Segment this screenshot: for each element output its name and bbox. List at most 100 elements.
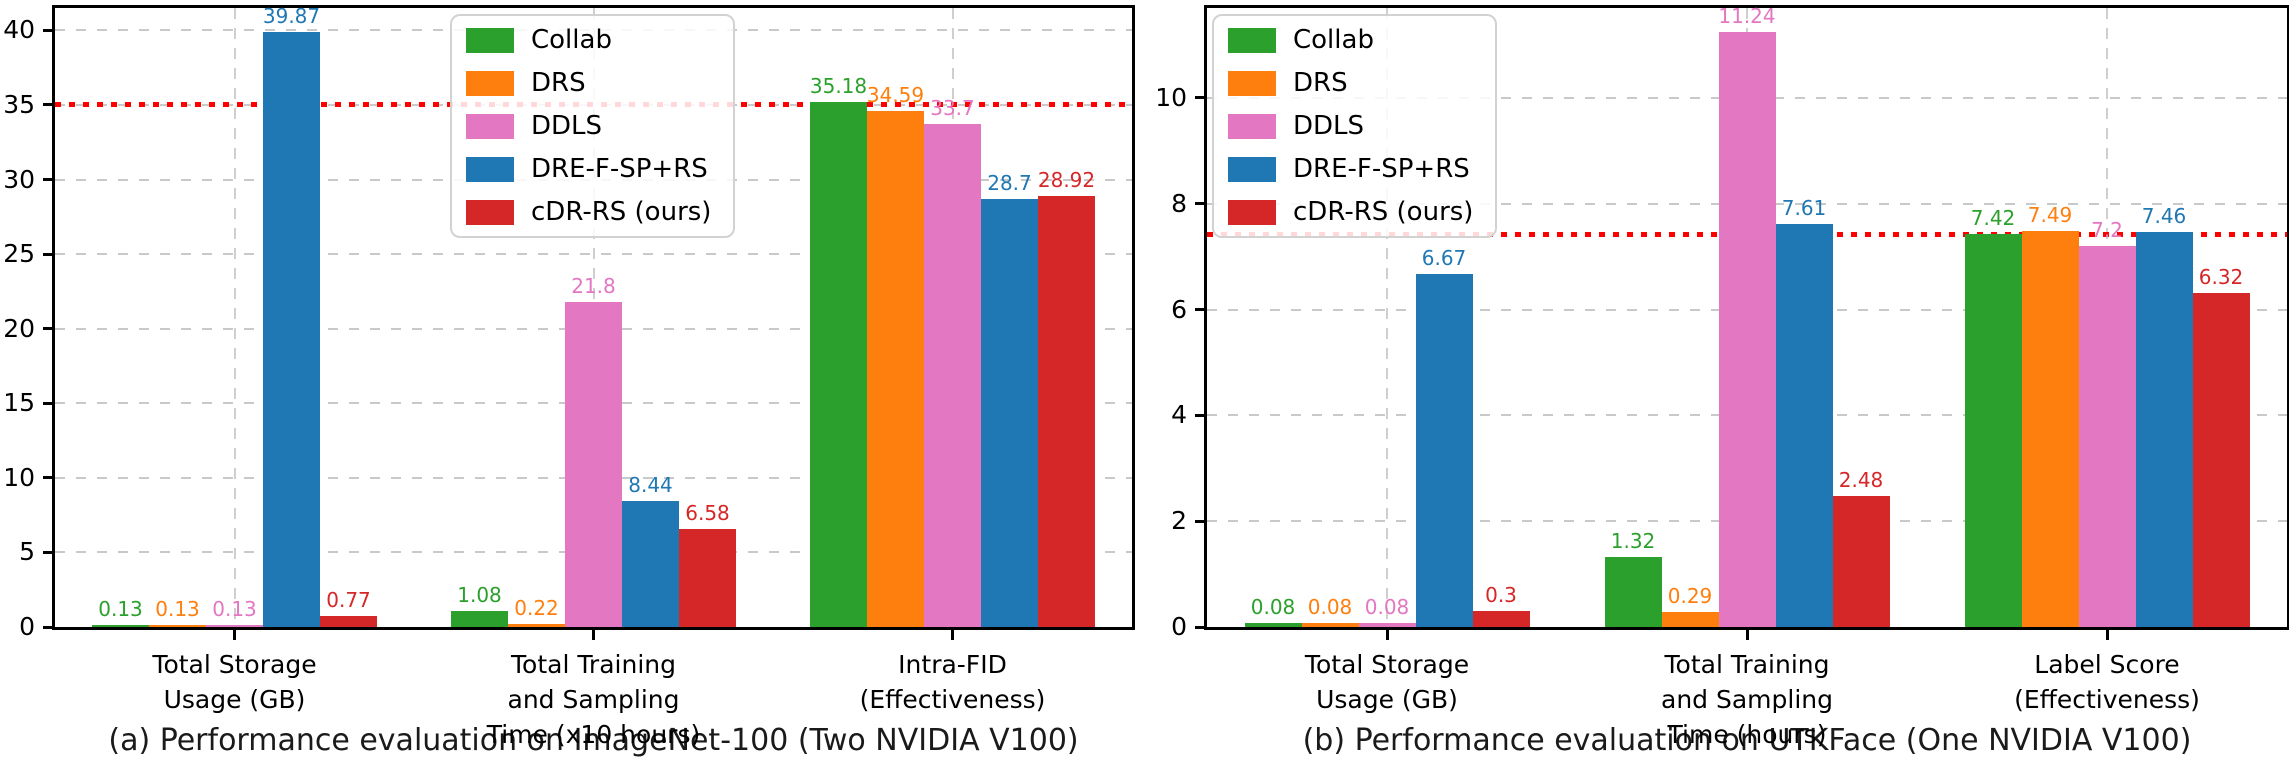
bar (1472, 611, 1530, 627)
panel-b-caption: (b) Performance evaluation on UTKFace (O… (1302, 723, 2192, 758)
legend-swatch (466, 70, 514, 96)
bar-value-label: 1.32 (1610, 529, 1656, 553)
bar (622, 501, 679, 627)
bar-value-label: 0.13 (212, 597, 257, 621)
bar-value-label: 0.77 (326, 588, 371, 612)
bar-value-label: 2.48 (1838, 468, 1884, 492)
y-tick-label: 10 (3, 462, 35, 492)
bar (2135, 232, 2193, 627)
bar-value-label: 7.61 (1781, 196, 1827, 220)
bar-value-label: 1.08 (457, 583, 502, 607)
bar-value-label: 0.22 (514, 596, 559, 620)
bar (679, 529, 736, 627)
bar (1964, 234, 2022, 627)
bar-value-label: 39.87 (262, 4, 321, 28)
x-tick-label: Label Score (Effectiveness) (2014, 650, 2200, 714)
y-tick-label: 15 (3, 388, 35, 418)
x-tick-mark (951, 630, 954, 640)
legend-swatch (1228, 156, 1276, 182)
legend-swatch (1228, 199, 1276, 225)
gridline-v (1386, 8, 1388, 627)
bar-value-label: 0.13 (155, 597, 200, 621)
y-tick-label: 25 (3, 239, 35, 269)
x-tick-mark (592, 630, 595, 640)
y-tick-mark (1195, 96, 1205, 100)
bar (810, 102, 867, 627)
bar-value-label: 28.7 (987, 171, 1032, 195)
x-tick-label: Intra-FID (Effectiveness) (859, 650, 1046, 714)
y-tick-mark (1195, 413, 1205, 417)
bar (1415, 274, 1473, 627)
x-tick-mark (1385, 630, 1389, 640)
bar-value-label: 28.92 (1037, 168, 1096, 192)
y-tick-label: 6 (1171, 294, 1187, 324)
y-tick-mark (43, 103, 53, 107)
bar-value-label: 35.18 (809, 74, 868, 98)
bar (1358, 623, 1416, 627)
bar (508, 624, 565, 627)
bar-value-label: 7.49 (2027, 203, 2073, 227)
panel-a: (a) Performance evaluation on ImageNet-1… (3, 4, 1135, 758)
gridline-v (233, 8, 236, 627)
legend-item: DRE-F-SP+RS (466, 156, 711, 182)
bar-value-label: 7.46 (2141, 204, 2187, 228)
bar-value-label: 33.7 (930, 96, 975, 120)
x-tick-label: Total Storage Usage (GB) (1304, 650, 1470, 714)
y-tick-mark (43, 476, 53, 480)
bar (1775, 224, 1833, 627)
y-tick-label: 40 (3, 15, 35, 45)
legend-label: DRE-F-SP+RS (531, 154, 708, 184)
bar (206, 625, 263, 627)
y-tick-mark (43, 28, 53, 32)
legend-label: cDR-RS (ours) (531, 197, 712, 227)
bar (981, 199, 1038, 627)
legend-label: DRE-F-SP+RS (1293, 154, 1470, 184)
y-tick-mark (1195, 202, 1205, 206)
bar (565, 302, 622, 627)
bar (2192, 293, 2250, 627)
x-tick-mark (2105, 630, 2109, 640)
legend-label: DRS (1293, 68, 1348, 98)
plot-area: 0.08 1.32 7.42 0.08 0.29 7.49 0.08 11.24 7.2 6.67… (1204, 5, 2289, 630)
y-tick-label: 0 (19, 612, 35, 641)
legend-item: Collab (466, 27, 711, 53)
legend-label: Collab (531, 25, 612, 55)
y-tick-mark (43, 401, 53, 405)
bar (1832, 496, 1890, 627)
bar-value-label: 8.44 (628, 473, 673, 497)
y-tick-label: 2 (1171, 506, 1187, 536)
x-tick-label: Total Training and Sampling Time (x10 ho… (486, 650, 701, 749)
y-tick-mark (43, 550, 53, 554)
y-tick-label: 0 (1171, 612, 1187, 641)
y-tick-label: 20 (3, 313, 35, 343)
x-tick-label: Total Storage Usage (GB) (152, 650, 317, 714)
bar (149, 625, 206, 627)
y-tick-mark (43, 252, 53, 256)
bar (92, 625, 149, 627)
legend-label: DDLS (531, 111, 603, 141)
bar (867, 111, 924, 627)
legend-label: cDR-RS (ours) (1293, 197, 1474, 227)
bar (320, 616, 377, 627)
bar-value-label: 0.08 (1364, 595, 1410, 619)
bar-value-label: 6.32 (2198, 265, 2244, 289)
y-tick-label: 8 (1171, 188, 1187, 218)
bar-value-label: 21.8 (571, 274, 616, 298)
bar-value-label: 6.58 (685, 501, 730, 525)
bar (1244, 623, 1302, 627)
legend-item: Collab (1228, 27, 1473, 53)
legend: Collab DRS DDLS DRE-F-SP+RS cDR-RS (ours) (1212, 14, 1498, 238)
bar (451, 611, 508, 627)
y-tick-mark (43, 625, 53, 629)
legend-label: DDLS (1293, 111, 1365, 141)
bar (1718, 32, 1776, 627)
legend-item: DRS (466, 70, 711, 96)
bar (263, 32, 320, 627)
x-tick-mark (1745, 630, 1749, 640)
panel-b: (b) Performance evaluation on UTKFace (O… (1145, 0, 2289, 775)
bar (1301, 623, 1359, 627)
y-tick-label: 30 (3, 164, 35, 194)
bar-value-label: 6.67 (1421, 246, 1467, 270)
bar (1604, 557, 1662, 627)
bar-value-label: 7.2 (2091, 218, 2123, 242)
